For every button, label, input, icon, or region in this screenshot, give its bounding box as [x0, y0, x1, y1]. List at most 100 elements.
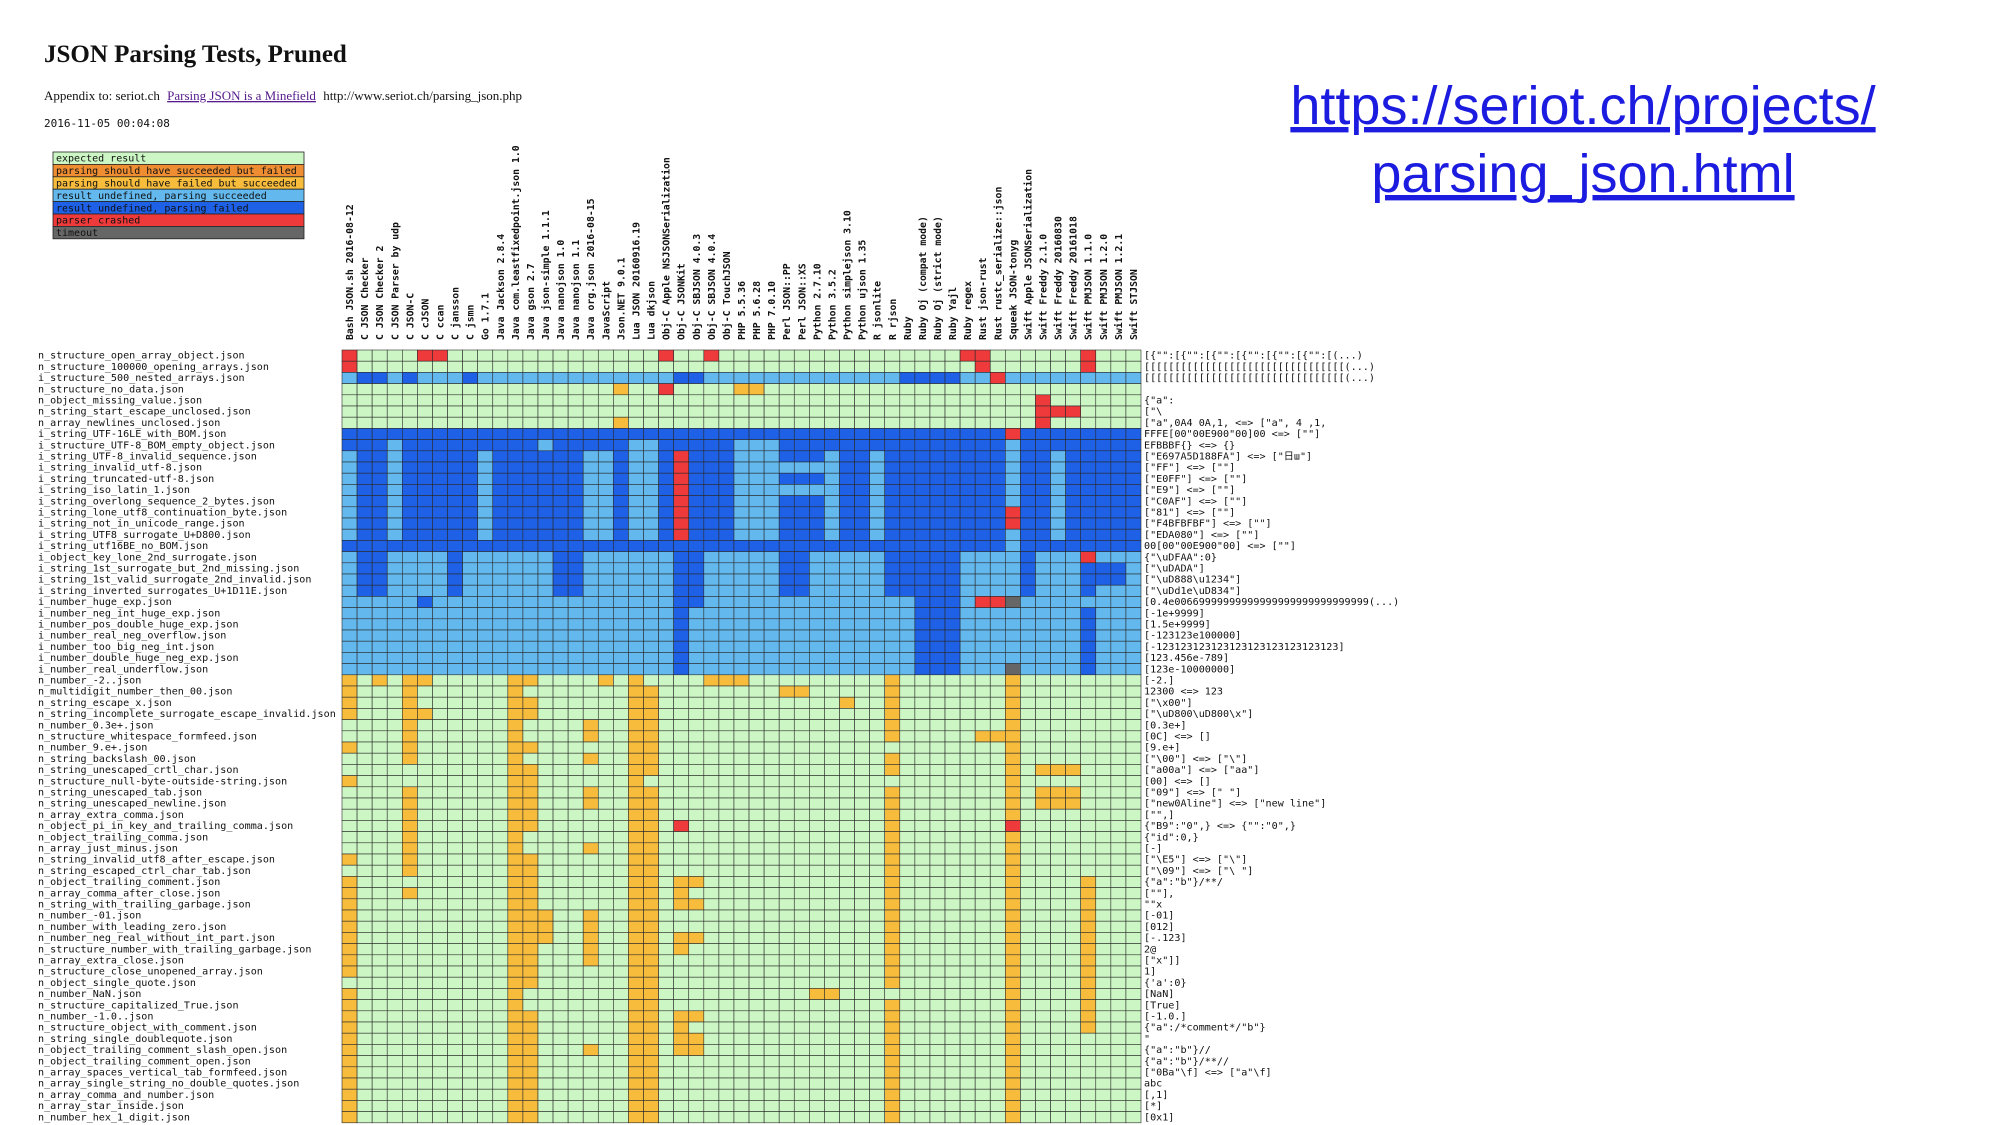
result-cell	[854, 965, 870, 978]
result-cell	[613, 719, 629, 732]
result-cell	[356, 786, 373, 799]
result-cell	[522, 562, 539, 575]
result-cell	[974, 372, 991, 384]
result-cell	[1005, 719, 1021, 732]
result-cell	[1065, 1066, 1081, 1079]
result-cell	[778, 439, 795, 452]
result-cell	[1080, 741, 1097, 754]
result-cell	[552, 797, 569, 810]
result-cell	[628, 696, 644, 709]
result-cell	[733, 416, 750, 429]
result-cell	[507, 1021, 524, 1034]
test-input: [NaN]	[1144, 989, 1174, 1000]
result-cell	[567, 629, 584, 642]
result-cell	[793, 1077, 810, 1090]
result-cell	[417, 607, 433, 620]
result-cell	[492, 764, 509, 776]
appendix-prefix: Appendix to: seriot.ch	[44, 88, 160, 103]
result-cell	[432, 372, 448, 384]
test-input: ["FF"] <=> [""]	[1144, 463, 1235, 474]
result-cell	[899, 741, 916, 754]
result-cell	[718, 1111, 735, 1124]
result-cell	[869, 450, 886, 463]
result-cell	[1110, 652, 1127, 664]
result-cell	[718, 484, 735, 496]
result-cell	[748, 618, 765, 631]
result-cell	[989, 1077, 1006, 1090]
result-cell	[1005, 1111, 1021, 1124]
result-cell	[643, 1021, 659, 1034]
result-cell	[522, 506, 539, 519]
result-cell	[1035, 943, 1051, 956]
result-cell	[1080, 719, 1097, 732]
result-cell	[809, 652, 825, 664]
result-cell	[386, 932, 403, 944]
result-cell	[884, 584, 901, 597]
result-cell	[1050, 685, 1066, 698]
result-cell	[567, 920, 584, 933]
appendix-link[interactable]: Parsing JSON is a Minefield	[167, 88, 316, 103]
result-cell	[613, 1032, 629, 1045]
result-cell	[884, 831, 901, 844]
result-cell	[477, 831, 494, 844]
result-cell	[944, 876, 961, 888]
result-cell	[552, 663, 569, 676]
result-cell	[673, 730, 690, 743]
result-cell	[854, 562, 870, 575]
result-cell	[552, 965, 569, 978]
result-cell	[658, 820, 674, 832]
result-cell	[748, 640, 765, 653]
result-cell	[643, 842, 659, 855]
result-cell	[824, 1066, 840, 1079]
column-header: Go 1.7.1	[481, 293, 492, 340]
overlay-link-line[interactable]: parsing_json.html	[1371, 144, 1794, 204]
result-cell	[1050, 999, 1066, 1012]
result-cell	[582, 775, 599, 788]
result-cell	[703, 450, 720, 463]
overlay-link-line[interactable]: https://seriot.ch/projects/	[1290, 76, 1875, 136]
result-cell	[582, 517, 599, 530]
result-cell	[1050, 932, 1066, 944]
result-cell	[1065, 562, 1081, 575]
result-cell	[793, 528, 810, 541]
result-cell	[839, 551, 855, 564]
result-cell	[763, 842, 780, 855]
result-cell	[537, 831, 554, 844]
result-cell	[1080, 1088, 1097, 1101]
result-cell	[522, 864, 539, 877]
result-cell	[854, 484, 870, 496]
result-cell	[462, 495, 478, 508]
result-cell	[582, 887, 599, 900]
result-cell	[492, 820, 509, 832]
result-cell	[356, 450, 373, 463]
result-cell	[1035, 999, 1051, 1012]
test-input: [0.3e+]	[1144, 720, 1187, 731]
result-cell	[522, 383, 539, 396]
result-cell	[899, 506, 916, 519]
result-cell	[1020, 1111, 1036, 1124]
result-cell	[899, 954, 916, 967]
result-cell	[824, 372, 840, 384]
result-cell	[1050, 383, 1066, 396]
result-cell	[733, 1010, 750, 1023]
result-cell	[1125, 618, 1142, 631]
result-cell	[371, 898, 388, 911]
row-label: i_number_huge_exp.json	[38, 597, 172, 608]
result-cell	[703, 820, 720, 832]
result-cell	[974, 618, 991, 631]
result-cell	[884, 528, 901, 541]
result-cell	[567, 394, 584, 407]
result-cell	[1035, 517, 1051, 530]
result-cell	[778, 708, 795, 720]
result-cell	[763, 954, 780, 967]
result-cell	[839, 484, 855, 496]
result-cell	[688, 853, 705, 866]
result-cell	[628, 1044, 644, 1056]
result-cell	[1020, 629, 1036, 642]
result-cell	[793, 618, 810, 631]
row-label: i_number_neg_int_huge_exp.json	[38, 608, 220, 619]
result-cell	[492, 573, 509, 586]
result-cell	[1110, 932, 1127, 944]
result-cell	[507, 439, 524, 452]
result-cell	[386, 562, 403, 575]
